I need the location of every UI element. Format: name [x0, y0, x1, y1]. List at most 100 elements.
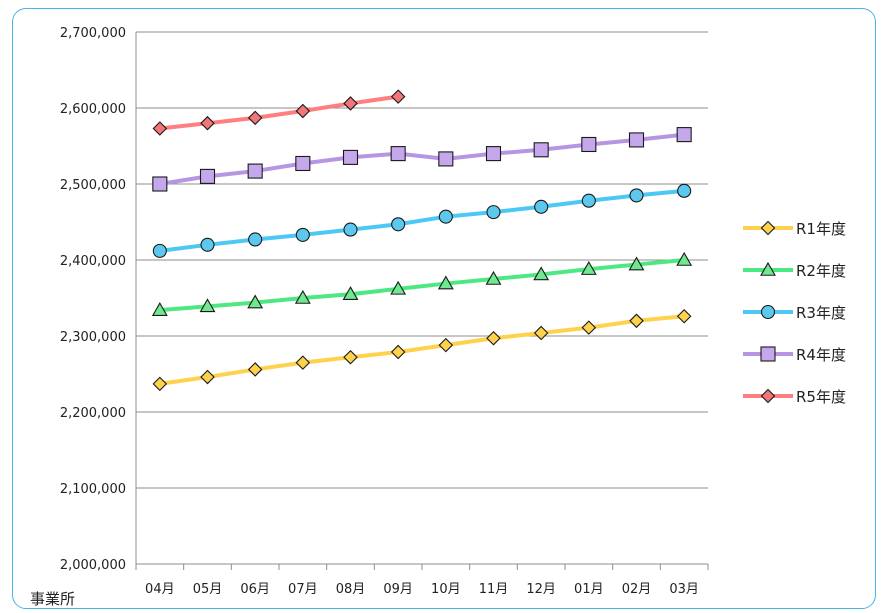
- legend-label: R1年度: [796, 220, 846, 238]
- data-point: [152, 376, 168, 392]
- data-point: [199, 168, 216, 184]
- series-3: [152, 183, 692, 258]
- data-point: [200, 237, 215, 252]
- x-tick-label: 02月: [622, 582, 652, 597]
- data-point: [438, 151, 454, 167]
- data-point: [581, 320, 597, 335]
- data-point: [390, 344, 406, 360]
- series-1: [152, 308, 692, 392]
- data-point: [438, 209, 453, 224]
- series-2: [151, 251, 693, 316]
- x-tick-label: 05月: [193, 582, 223, 597]
- data-point: [581, 193, 596, 208]
- y-tick-label: 2,200,000: [60, 406, 126, 421]
- y-tick-label: 2,700,000: [60, 26, 126, 41]
- data-point: [533, 266, 550, 281]
- data-point: [342, 149, 359, 165]
- y-tick-label: 2,100,000: [60, 482, 126, 497]
- data-point: [628, 132, 645, 148]
- unit-label: 事業所: [30, 590, 75, 608]
- data-point: [534, 199, 549, 214]
- data-point: [200, 115, 215, 131]
- x-tick-label: 04月: [145, 582, 175, 597]
- data-point: [437, 275, 454, 290]
- legend-marker: [760, 261, 776, 276]
- y-tick-label: 2,500,000: [60, 178, 126, 193]
- legend-entry: R5年度: [743, 388, 846, 406]
- data-point: [533, 325, 549, 341]
- x-tick-label: 09月: [383, 582, 413, 597]
- data-point: [247, 362, 263, 377]
- data-point: [676, 127, 692, 143]
- legend-entry: R2年度: [743, 261, 846, 280]
- series-line: [157, 314, 687, 386]
- data-point: [247, 163, 263, 179]
- series-line: [157, 188, 687, 253]
- x-tick-label: 11月: [479, 582, 509, 597]
- y-tick-label: 2,300,000: [60, 330, 126, 345]
- data-point: [581, 136, 597, 153]
- x-tick-label: 07月: [288, 582, 318, 597]
- data-point: [486, 331, 501, 346]
- data-point: [152, 176, 168, 192]
- data-point: [295, 355, 311, 370]
- data-point: [152, 121, 168, 136]
- data-point: [676, 308, 692, 324]
- data-point: [295, 103, 311, 119]
- data-point: [486, 205, 501, 220]
- series-line: [157, 132, 687, 186]
- data-point: [342, 286, 359, 301]
- y-tick-labels: 2,000,000 2,100,000 2,200,000 2,300,000 2,40…: [60, 26, 126, 573]
- data-point: [391, 217, 406, 232]
- x-tick-label: 06月: [240, 582, 270, 597]
- legend-label: R2年度: [796, 262, 846, 280]
- data-point: [247, 294, 264, 309]
- legend-entry: R3年度: [743, 304, 846, 322]
- series-group: [151, 89, 693, 392]
- axes: [135, 32, 709, 570]
- data-point: [676, 251, 693, 266]
- data-point: [390, 89, 406, 104]
- series-line: [157, 94, 401, 131]
- data-point: [485, 146, 502, 162]
- legend-marker: [760, 220, 776, 236]
- legend-label: R5年度: [796, 388, 846, 406]
- series-line: [157, 258, 687, 313]
- data-point: [199, 298, 216, 313]
- legend-entry: R1年度: [743, 220, 846, 238]
- y-tick-label: 2,400,000: [60, 254, 126, 269]
- data-point: [248, 232, 263, 247]
- data-point: [343, 222, 358, 237]
- data-point: [200, 369, 215, 385]
- data-point: [247, 110, 263, 126]
- data-point: [151, 302, 168, 316]
- data-point: [343, 96, 358, 111]
- data-point: [390, 280, 407, 295]
- legend-label: R4年度: [796, 346, 846, 364]
- x-tick-label: 12月: [526, 582, 556, 597]
- data-point: [295, 155, 311, 172]
- data-point: [628, 256, 645, 271]
- series-5: [152, 89, 406, 136]
- x-tick-labels: 04月 05月 06月 07月 08月 09月 10月 11月 12月 01月 02月 03月: [145, 582, 699, 597]
- x-tick-label: 08月: [336, 582, 366, 597]
- legend-label: R3年度: [796, 304, 846, 322]
- series-4: [152, 127, 692, 192]
- data-point: [533, 142, 549, 158]
- data-point: [677, 183, 692, 198]
- data-point: [485, 270, 502, 285]
- gridlines: [136, 31, 708, 565]
- data-point: [343, 350, 358, 365]
- y-tick-label: 2,000,000: [60, 558, 126, 573]
- legend-marker: [760, 346, 776, 362]
- y-tick-label: 2,600,000: [60, 102, 126, 117]
- legend-marker: [760, 304, 776, 320]
- legend-entry: R4年度: [743, 346, 846, 364]
- data-point: [580, 261, 597, 275]
- legend: R1年度 R2年度 R3年度 R4年度 R5年度: [743, 220, 846, 406]
- data-point: [295, 227, 310, 242]
- x-tick-label: 03月: [669, 582, 699, 597]
- data-point: [629, 188, 644, 203]
- data-point: [152, 243, 167, 258]
